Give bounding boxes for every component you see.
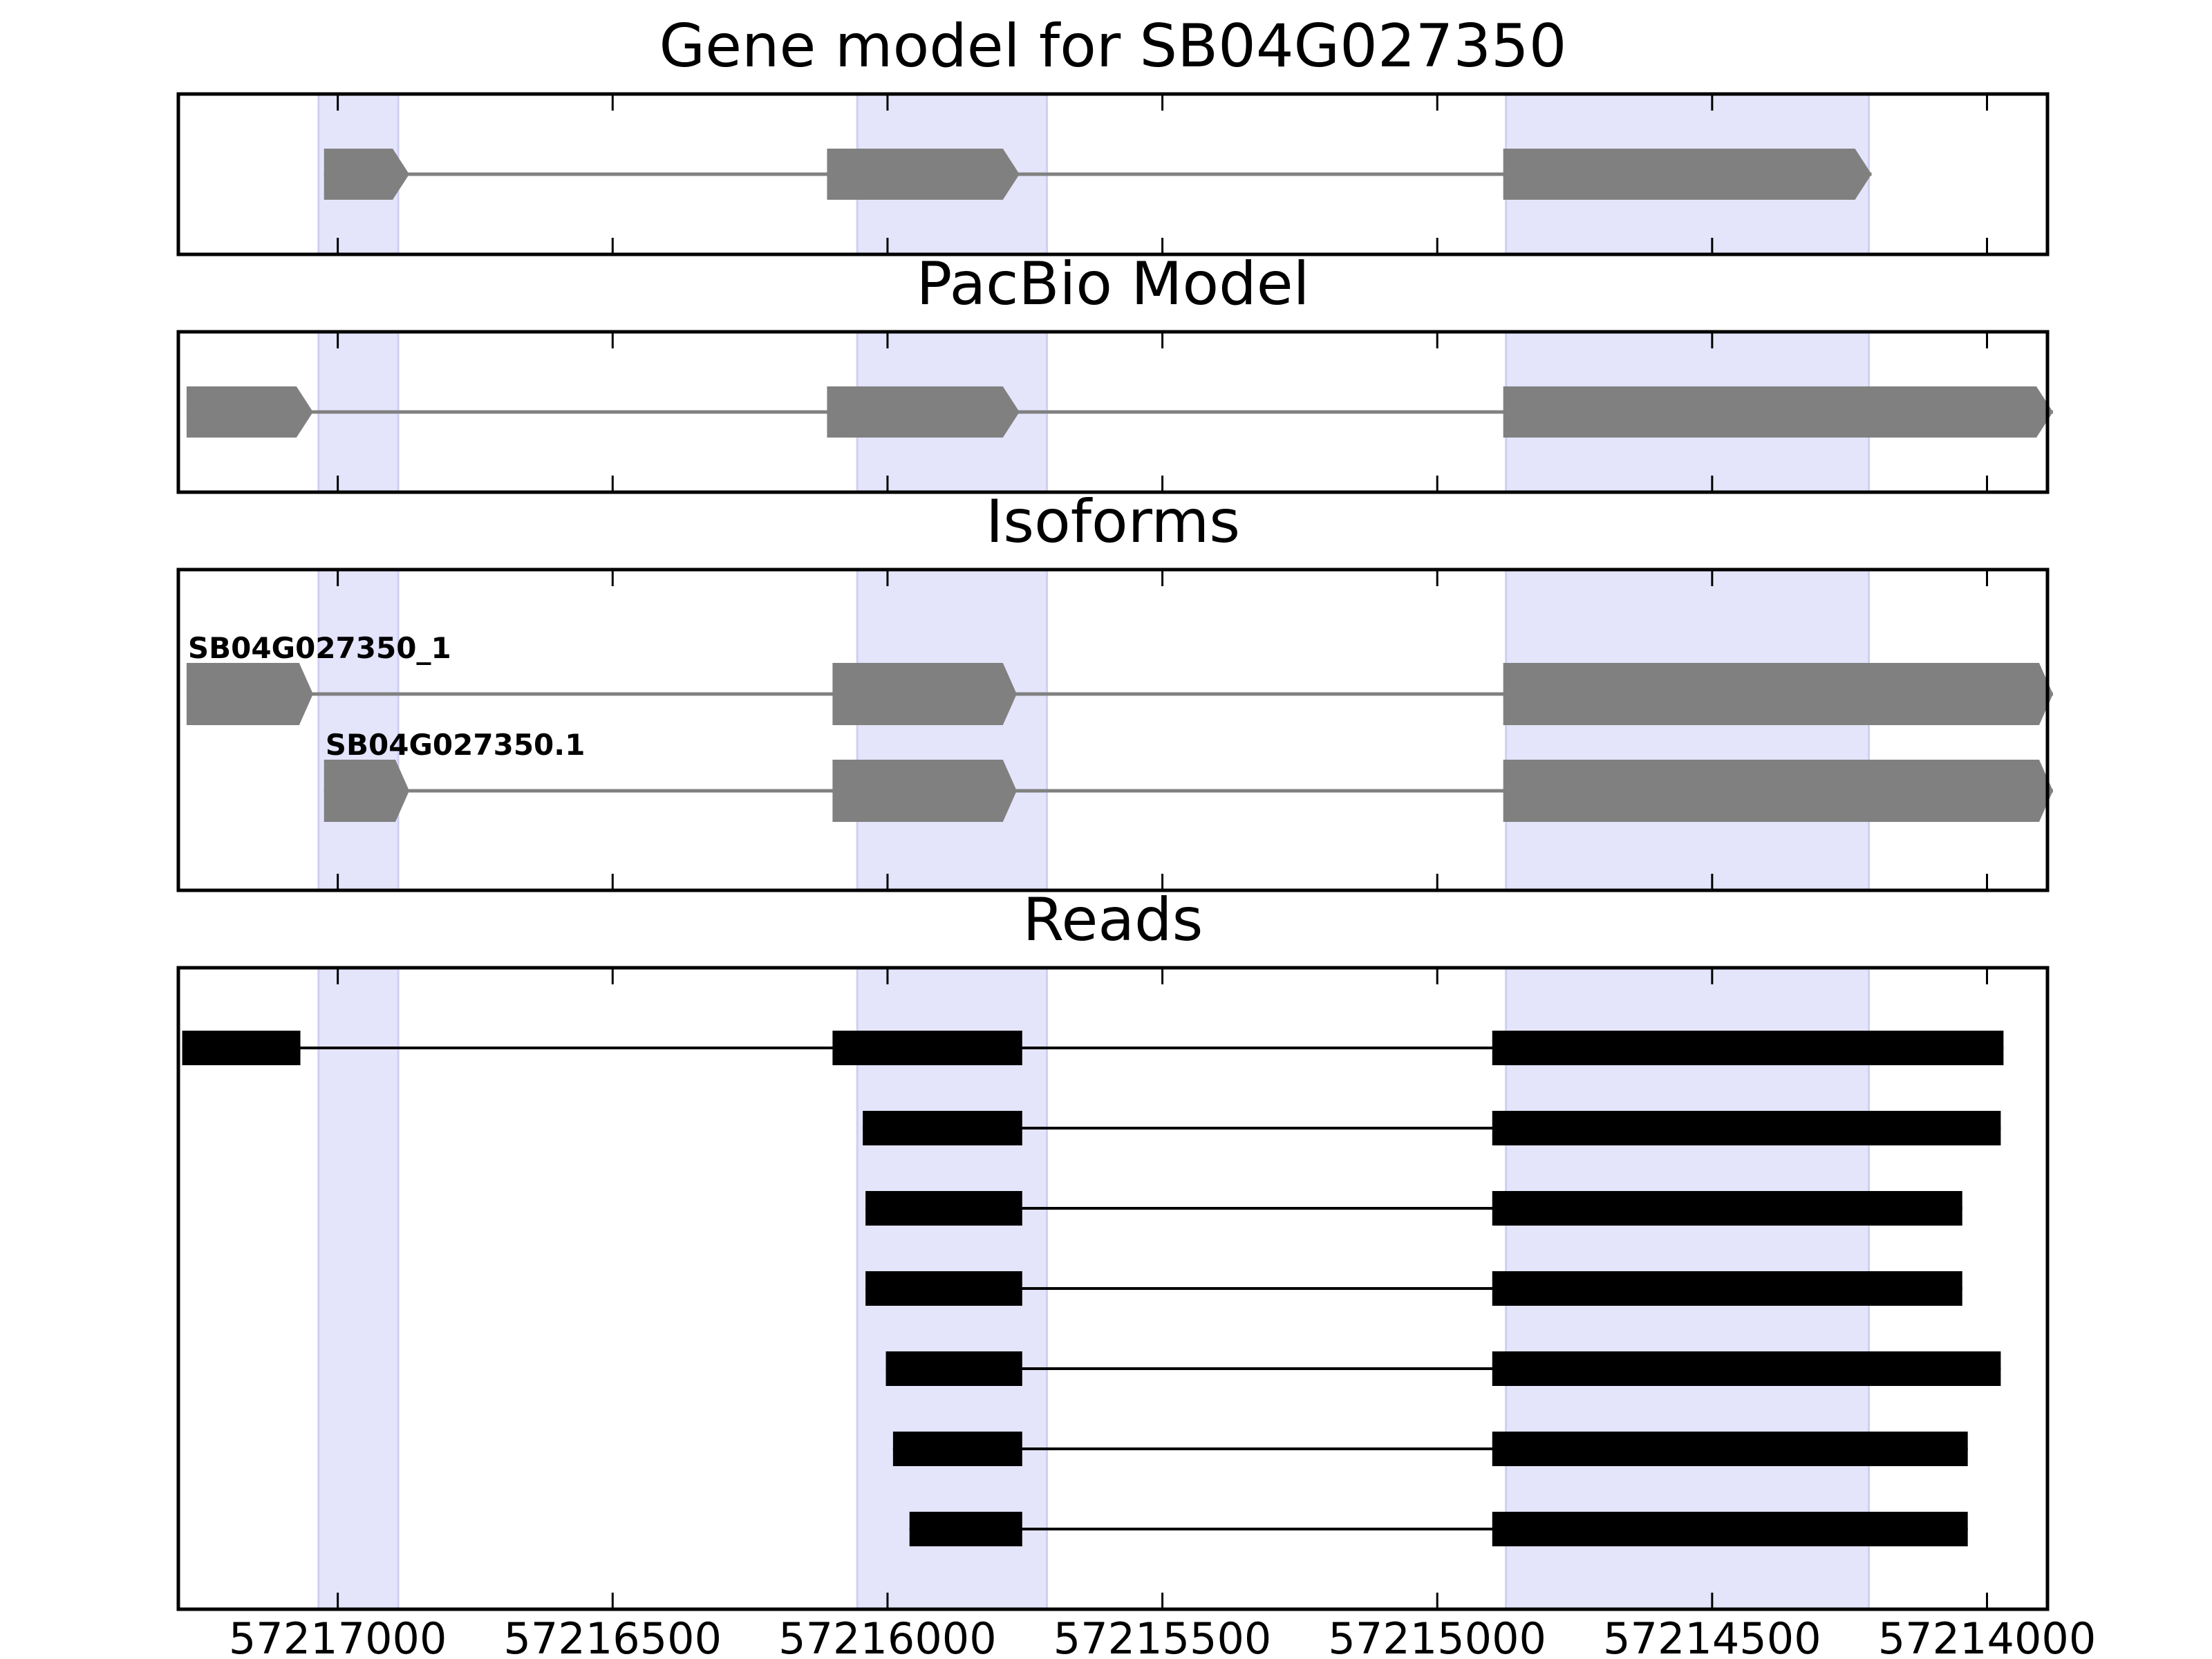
isoforms-track-1-exon-1 [186,663,313,725]
read-1-block-2 [832,1031,1022,1065]
pacbio-model-panel: PacBio Model [176,250,2053,494]
read-5-block-2 [1492,1351,2001,1386]
reads-frame [176,966,2050,1611]
isoforms-panel: Isoforms SB04G027350_1 SB04G027350.1 [176,487,2053,892]
read-2-block-1 [863,1111,1022,1145]
read-4-block-2 [1492,1271,1962,1306]
pacbio-model-frame [176,330,2050,494]
x-tick-label-4: 57215500 [1053,1613,1272,1659]
pacbio-model-title: PacBio Model [916,250,1309,319]
read-6-block-1 [892,1432,1022,1466]
x-tick-label-2: 57216500 [503,1613,722,1659]
isoforms-track-label-1: SB04G027350_1 [188,631,451,665]
highlight-region-1 [317,966,400,1611]
highlight-region-3 [1505,568,1871,892]
gene-model-panel: Gene model for SB04G027350 [176,12,2050,256]
isoforms-frame [176,568,2050,892]
highlight-region-2 [856,568,1049,892]
pacbio-model-track-1-exon-3 [1503,386,2053,438]
isoforms-track-1-exon-3 [1503,663,2053,725]
isoforms-track-2-exon-3 [1503,760,2053,822]
isoforms-track-1-exon-2 [832,663,1017,725]
read-3-block-1 [865,1191,1022,1226]
x-tick-label-6: 57214500 [1603,1613,1821,1659]
read-1-block-1 [182,1031,301,1065]
read-4-block-1 [865,1271,1022,1306]
read-7-block-2 [1492,1512,1968,1546]
read-7-block-1 [909,1512,1022,1546]
read-6-block-2 [1492,1432,1968,1466]
gene-model-track-1-exon-1 [324,149,410,200]
pacbio-model-track-1-exon-1 [186,386,313,438]
highlight-region-1 [317,568,400,892]
gene-model-track-1-exon-3 [1503,149,1872,200]
x-tick-label-5: 57215000 [1328,1613,1546,1659]
isoforms-track-2-exon-1 [324,760,410,822]
read-5-block-1 [885,1351,1022,1386]
isoforms-title: Isoforms [986,487,1240,556]
read-2-block-2 [1492,1111,2001,1145]
isoforms-track-2-exon-2 [832,760,1017,822]
reads-panel: Reads [176,885,2050,1611]
gene-model-frame [176,92,2050,256]
gene-model-title: Gene model for SB04G027350 [659,12,1567,81]
x-tick-label-7: 57214000 [1878,1613,2097,1659]
read-1-block-3 [1492,1031,2004,1065]
x-tick-label-1: 57217000 [229,1613,447,1659]
x-tick-label-3: 57216000 [778,1613,997,1659]
x-axis-tick-labels: 57217000 57216500 57216000 57215500 57215000… [229,1613,2096,1659]
gene-model-track-1-exon-2 [827,149,1020,200]
isoforms-track-label-2: SB04G027350.1 [326,728,585,762]
reads-title: Reads [1023,885,1203,955]
read-3-block-2 [1492,1191,1962,1226]
pacbio-model-track-1-exon-2 [827,386,1020,438]
